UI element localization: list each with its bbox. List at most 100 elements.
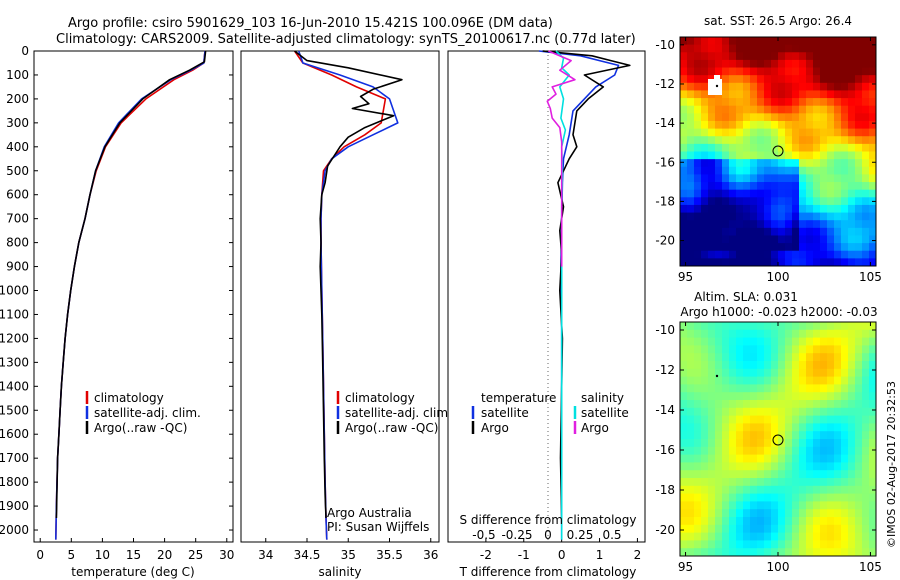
heatmap-cell (757, 478, 765, 487)
heatmap-cell (701, 509, 709, 518)
heatmap-cell (841, 90, 849, 99)
heatmap-cell (694, 235, 702, 244)
heatmap-cell (813, 462, 821, 471)
heatmap-cell (736, 407, 744, 417)
heatmap-cell (862, 361, 870, 370)
heatmap-cell (813, 243, 821, 252)
heatmap-cell (834, 470, 842, 479)
heatmap-cell (757, 37, 765, 46)
heatmap-cell (680, 113, 688, 122)
heatmap-cell (813, 44, 821, 53)
heatmap-cell (687, 90, 695, 99)
heatmap-cell (820, 415, 828, 424)
heatmap-cell (687, 493, 695, 502)
heatmap-cell (736, 423, 744, 432)
heatmap-cell (834, 44, 842, 53)
heatmap-cell (841, 462, 849, 471)
heatmap-cell (708, 517, 716, 526)
heatmap-cell (729, 462, 737, 471)
heatmap-cell (743, 462, 751, 471)
heatmap-cell (771, 485, 779, 495)
legend-label-argo: Argo(..raw -QC) (94, 421, 187, 435)
heatmap-cell (708, 439, 716, 448)
heatmap-cell (701, 540, 709, 549)
missing-data-patch (714, 75, 720, 81)
heatmap-cell (757, 540, 765, 549)
heatmap-cell (729, 509, 737, 518)
heatmap-cell (869, 392, 876, 401)
heatmap-cell (862, 143, 870, 153)
heatmap-cell (764, 485, 772, 495)
heatmap-cell (708, 384, 716, 393)
heatmap-cell (687, 227, 695, 237)
heatmap-cell (799, 250, 807, 259)
heatmap-cell (806, 44, 814, 53)
heatmap-cell (750, 462, 758, 471)
heatmap-cell (764, 493, 772, 502)
heatmap-cell (820, 345, 828, 354)
heatmap-cell (771, 212, 779, 221)
heatmap-cell (729, 197, 737, 206)
heatmap-cell (729, 37, 737, 46)
heatmap-cell (729, 52, 737, 61)
heatmap-cell (820, 75, 828, 84)
heatmap-cell (827, 353, 835, 362)
heatmap-cell (722, 67, 730, 76)
heatmap-cell (687, 337, 695, 346)
heatmap-cell (771, 220, 779, 229)
heatmap-cell (806, 462, 814, 471)
heatmap-cell (680, 548, 688, 556)
heatmap-cell (708, 361, 716, 370)
heatmap-cell (771, 446, 779, 456)
heatmap-cell (757, 204, 765, 214)
heatmap-cell (680, 400, 688, 409)
depth-tick-label: 200 (6, 92, 29, 106)
heatmap-cell (771, 44, 779, 53)
heatmap-cell (799, 82, 807, 92)
heatmap-cell (736, 227, 744, 237)
x-tick-label: 35.5 (376, 548, 403, 562)
heatmap-cell (694, 485, 702, 495)
heatmap-cell (722, 368, 730, 378)
heatmap-cell (869, 454, 876, 463)
heatmap-cell (708, 204, 716, 214)
heatmap-cell (827, 462, 835, 471)
heatmap-cell (869, 353, 876, 362)
heatmap-cell (813, 423, 821, 432)
heatmap-cell (694, 462, 702, 471)
heatmap-cell (792, 353, 800, 362)
heatmap-cell (848, 59, 856, 69)
heatmap-cell (820, 197, 828, 206)
heatmap-cell (806, 407, 814, 417)
heatmap-cell (687, 151, 695, 160)
heatmap-cell (736, 548, 744, 556)
heatmap-cell (827, 540, 835, 549)
heatmap-cell (764, 227, 772, 237)
heatmap-cell (785, 166, 793, 175)
heatmap-cell (792, 227, 800, 237)
x-tick-label: 34.5 (294, 548, 321, 562)
heatmap-cell (806, 384, 814, 393)
heatmap-cell (687, 548, 695, 556)
heatmap-cell (722, 470, 730, 479)
heatmap-cell (771, 540, 779, 549)
heatmap-cell (862, 454, 870, 463)
heatmap-cell (792, 337, 800, 346)
heatmap-cell (848, 82, 856, 92)
heatmap-cell (680, 166, 688, 175)
heatmap-cell (729, 361, 737, 370)
heatmap-cell (813, 368, 821, 378)
heatmap-cell (708, 493, 716, 502)
heatmap-cell (771, 329, 779, 339)
heatmap-cell (785, 90, 793, 99)
heatmap-cell (708, 485, 716, 495)
heatmap-cell (820, 423, 828, 432)
heatmap-cell (743, 258, 751, 266)
heatmap-cell (869, 258, 876, 266)
heatmap-cell (778, 407, 786, 417)
heatmap-cell (778, 392, 786, 401)
heatmap-cell (680, 212, 688, 221)
heatmap-cell (792, 235, 800, 244)
heatmap-cell (750, 407, 758, 417)
heatmap-cell (813, 82, 821, 92)
